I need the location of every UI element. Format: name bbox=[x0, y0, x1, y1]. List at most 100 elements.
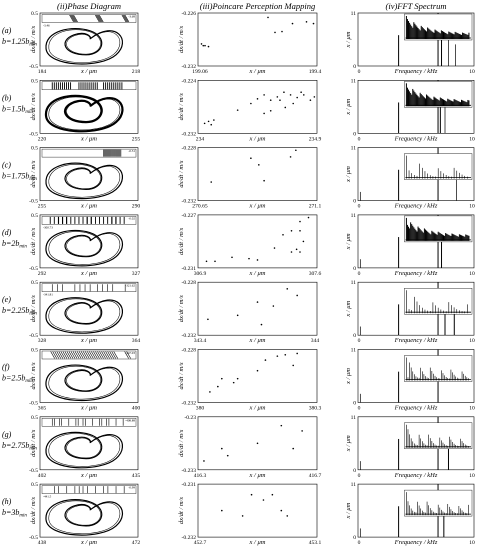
poincare-ytick-top: -0.224 bbox=[182, 78, 197, 84]
fft-xlabel: Frequency / kHz bbox=[394, 203, 438, 210]
phase-ytick-top: 0.5 bbox=[31, 78, 38, 84]
phase-curve-inner bbox=[48, 298, 120, 333]
poincare-ytick-bottom: -0.232 bbox=[182, 199, 197, 205]
poincare-ylabel: dx/dt / m/s bbox=[178, 227, 185, 255]
poincare-point bbox=[203, 122, 206, 125]
fft-xtick-left: 0 bbox=[358, 204, 361, 210]
fft-frame bbox=[357, 12, 475, 67]
poincare-point bbox=[302, 94, 305, 96]
poincare-point bbox=[296, 294, 298, 297]
fft-ylabel: x / μm bbox=[345, 502, 352, 519]
poincare-point bbox=[302, 240, 305, 243]
poincare-xtick-right: 416.7 bbox=[309, 473, 322, 479]
poincare-ytick-bottom: -0.232 bbox=[182, 333, 197, 339]
poincare-xlabel: x / μm bbox=[249, 68, 266, 75]
fft-ylabel: x / μm bbox=[345, 435, 352, 452]
poincare-frame bbox=[197, 483, 318, 538]
poincare-xlabel: x / μm bbox=[249, 472, 266, 479]
poincare-point bbox=[250, 102, 252, 105]
row-label: b=1.25bmin bbox=[2, 37, 37, 48]
poincare-point bbox=[280, 509, 283, 512]
poincare-point bbox=[289, 94, 292, 96]
poincare-point bbox=[296, 352, 298, 355]
poincare-point bbox=[300, 91, 302, 94]
poincare-frame bbox=[197, 416, 318, 471]
poincare-point bbox=[295, 248, 298, 251]
poincare-point bbox=[307, 216, 310, 219]
phase-curve bbox=[45, 499, 124, 536]
fft-xlabel: Frequency / kHz bbox=[394, 539, 438, 546]
phase-frame bbox=[39, 80, 139, 134]
poincare-ytick-bottom: -0.232 bbox=[182, 535, 197, 541]
fft-ylabel: x / μm bbox=[345, 31, 352, 48]
poincare-ytick-top: -0.23 bbox=[184, 415, 196, 421]
poincare-xlabel: x / μm bbox=[249, 270, 266, 277]
poincare-point bbox=[313, 96, 316, 98]
poincare-ytick-bottom: -0.232 bbox=[182, 401, 197, 407]
phase-xtick-left: 184 bbox=[38, 69, 47, 75]
phase-ytick-top: 0.5 bbox=[31, 146, 38, 152]
inset-label-right: -3.68 bbox=[128, 15, 135, 19]
poincare-point bbox=[204, 44, 206, 47]
poincare-ytick-top: -0.226 bbox=[182, 11, 197, 17]
phase-frame bbox=[39, 483, 139, 538]
phase-ylabel: dx/dt / m/s bbox=[30, 497, 37, 525]
poincare-xlabel: x / μm bbox=[249, 405, 266, 412]
poincare-point bbox=[263, 112, 265, 115]
fft-xtick-left: 0 bbox=[358, 69, 361, 75]
fft-xtick-right: 10 bbox=[469, 204, 475, 210]
row-tag: (d) bbox=[2, 228, 12, 237]
inset-label-right: -347.03 bbox=[125, 351, 135, 355]
poincare-xtick-right: 307.6 bbox=[309, 271, 322, 277]
inset-label-right: -321.62 bbox=[125, 284, 135, 288]
poincare-point bbox=[295, 149, 297, 152]
poincare-point bbox=[248, 257, 250, 260]
row-tag: (b) bbox=[2, 93, 12, 102]
poincare-point bbox=[258, 164, 260, 166]
phase-curve-inner bbox=[48, 500, 120, 534]
fft-inset bbox=[404, 288, 473, 315]
fft-inset bbox=[404, 13, 473, 41]
poincare-xtick-right: 344 bbox=[311, 338, 320, 344]
poincare-point bbox=[312, 22, 315, 25]
poincare-xtick-right: 453.1 bbox=[309, 540, 322, 546]
fft-xtick-right: 10 bbox=[469, 338, 475, 344]
phase-ylabel: dx/dt / m/s bbox=[30, 93, 37, 121]
poincare-ytick-bottom: -0.233 bbox=[182, 468, 197, 474]
poincare-ylabel: dx/dt / m/s bbox=[178, 497, 185, 525]
fft-ylabel: x / μm bbox=[345, 368, 352, 385]
phase-ytick-bottom: -0.5 bbox=[29, 131, 38, 137]
poincare-frame bbox=[197, 349, 318, 403]
fft-ytick-bottom: 0 bbox=[353, 131, 356, 137]
poincare-point bbox=[292, 364, 295, 367]
phase-ytick-top: 0.5 bbox=[31, 348, 38, 354]
phase-ytick-top: 0.5 bbox=[31, 482, 38, 488]
poincare-point bbox=[299, 230, 301, 232]
fft-xtick-right: 10 bbox=[469, 136, 475, 142]
poincare-point bbox=[226, 454, 229, 457]
phase-xlabel: x / μm bbox=[80, 337, 97, 344]
poincare-ytick-top: -0.228 bbox=[182, 146, 197, 152]
phase-xtick-right: 400 bbox=[132, 406, 141, 412]
phase-ytick-bottom: -0.5 bbox=[29, 199, 38, 205]
poincare-xtick-left: 343.4 bbox=[194, 338, 207, 344]
fft-xlabel: Frequency / kHz bbox=[394, 135, 438, 142]
phase-curve-inner bbox=[48, 29, 120, 63]
fft-xtick-left: 0 bbox=[358, 338, 361, 344]
phase-ylabel: dx/dt / m/s bbox=[30, 227, 37, 255]
poincare-point bbox=[217, 385, 219, 388]
phase-inset bbox=[41, 350, 137, 360]
poincare-ylabel: dx/dt / m/s bbox=[178, 362, 185, 390]
fft-ytick-bottom: 0 bbox=[353, 266, 356, 272]
poincare-point bbox=[267, 16, 269, 19]
poincare-point bbox=[256, 259, 259, 261]
row-tag: (f) bbox=[2, 363, 10, 372]
poincare-point bbox=[279, 99, 281, 101]
poincare-point bbox=[284, 106, 287, 109]
phase-xtick-left: 292 bbox=[38, 271, 47, 277]
fft-ytick-top: 11 bbox=[351, 78, 357, 84]
fft-ytick-top: 11 bbox=[351, 213, 357, 219]
phase-frame bbox=[39, 416, 139, 471]
fft-xtick-left: 0 bbox=[358, 271, 361, 277]
phase-xlabel: x / μm bbox=[80, 405, 97, 412]
